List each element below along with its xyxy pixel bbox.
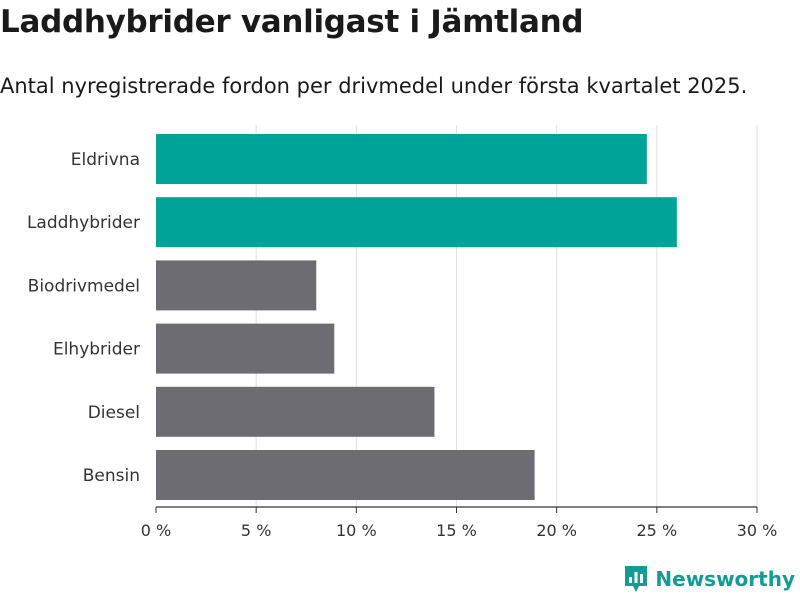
x-tick-label: 10 % (336, 521, 377, 540)
category-label: Laddhybrider (27, 213, 140, 233)
bar-biodrivmedel (156, 260, 317, 311)
x-tick-label: 30 % (737, 521, 778, 540)
x-tick-label: 5 % (241, 521, 271, 540)
x-tick-label: 25 % (637, 521, 678, 540)
bar-chart-badge-icon (625, 566, 648, 592)
chart-title: Laddhybrider vanligast i Jämtland (0, 4, 584, 40)
category-label: Bensin (83, 466, 140, 486)
x-axis: 0 % 5 % 10 % 15 % 20 % 25 % 30 % (141, 506, 778, 540)
category-label: Biodrivmedel (28, 276, 140, 296)
bars (156, 134, 677, 500)
category-labels: Eldrivna Laddhybrider Biodrivmedel Elhybrid… (27, 150, 140, 486)
brand-name: Newsworthy (655, 567, 795, 591)
bar-laddhybrider (156, 197, 677, 248)
category-label: Elhybrider (53, 340, 140, 360)
bar-eldrivna (156, 134, 647, 184)
bar-diesel (156, 386, 435, 437)
bar-bensin (156, 450, 535, 500)
category-label: Eldrivna (71, 150, 140, 170)
x-tick-label: 15 % (436, 521, 477, 540)
bar-elhybrider (156, 323, 335, 374)
x-tick-label: 0 % (141, 521, 171, 540)
gridlines (255, 125, 758, 507)
x-tick-label: 20 % (536, 521, 577, 540)
bar-chart: 0 % 5 % 10 % 15 % 20 % 25 % 30 % Eldrivna Laddh… (27, 125, 778, 540)
category-label: Diesel (88, 403, 140, 423)
brand-logo: Newsworthy (623, 564, 795, 594)
chart-subtitle: Antal nyregistrerade fordon per drivmede… (0, 74, 748, 98)
